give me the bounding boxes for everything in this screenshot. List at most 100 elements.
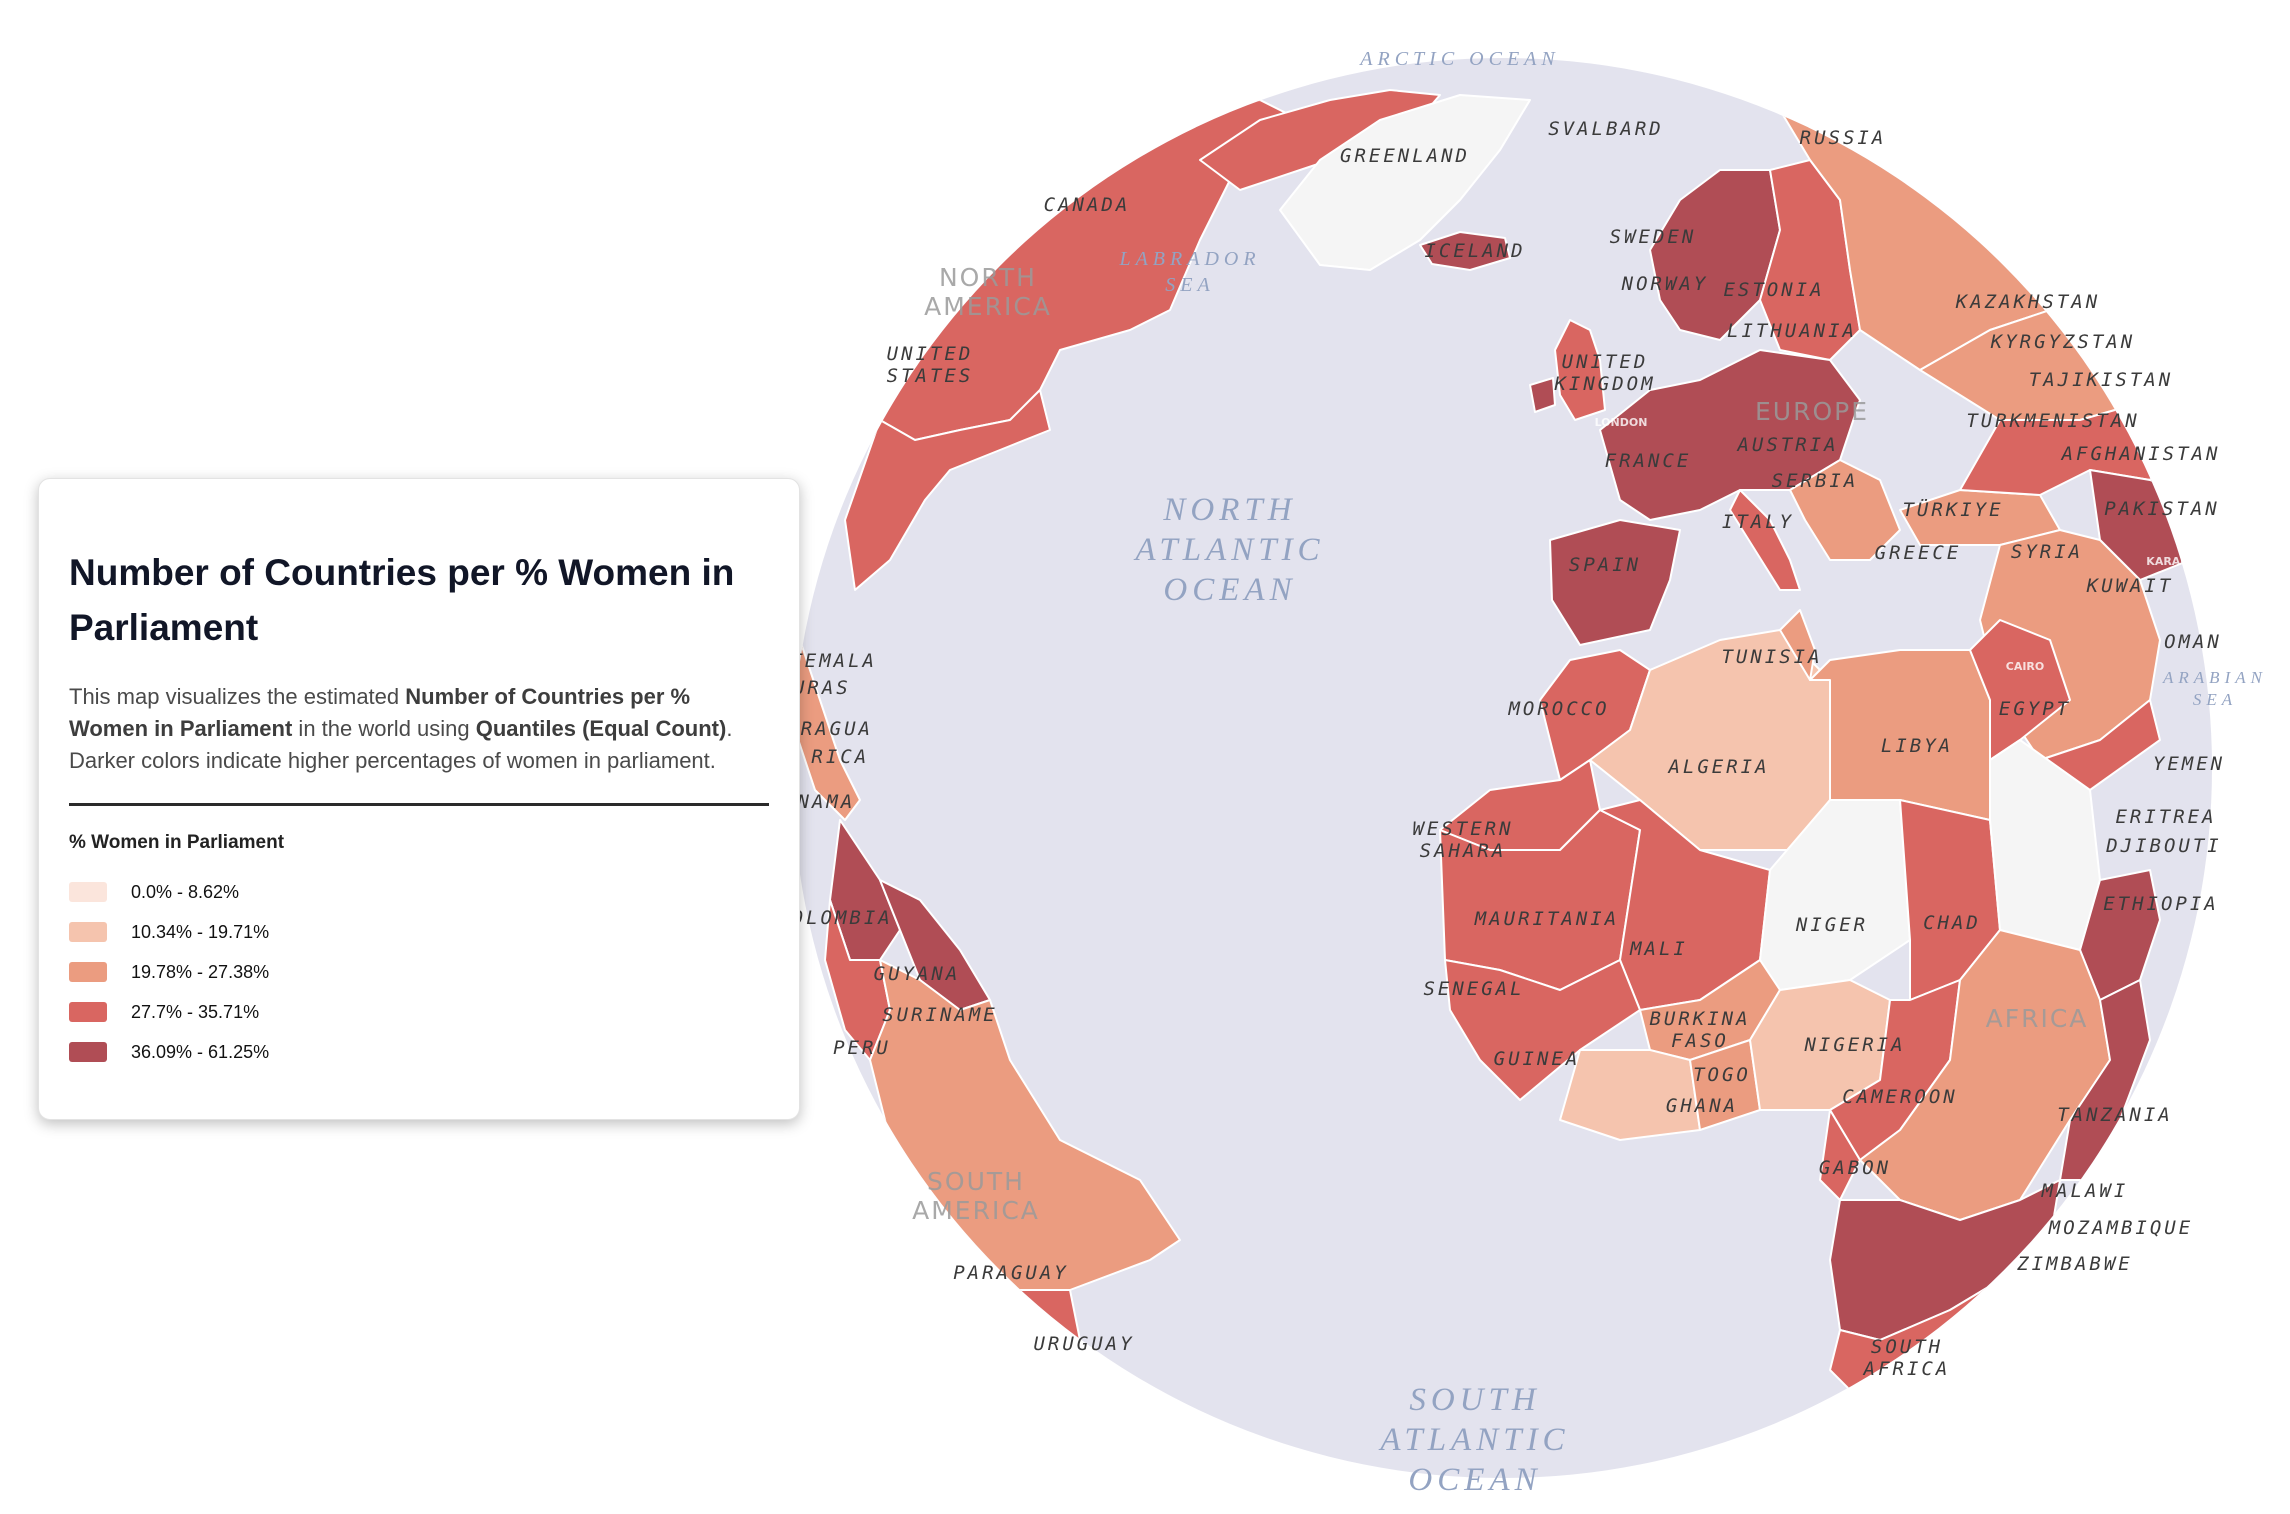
country-label-italy: ITALY — [1722, 511, 1794, 533]
country-united-kingdom[interactable] — [1554, 319, 1606, 421]
country-tunisia[interactable] — [1779, 609, 1816, 681]
country-egypt[interactable] — [1969, 619, 2071, 761]
country-label-turkmenistan: TURKMENISTAN — [1966, 410, 2139, 432]
country-label-paraguay: PARAGUAY — [953, 1262, 1069, 1284]
legend-item: 27.7% - 35.71% — [69, 992, 769, 1032]
country-label-afghanistan: AFGHANISTAN — [2061, 443, 2221, 465]
legend-swatch — [69, 962, 107, 982]
city-label-karachi: KARACHI — [2146, 555, 2201, 568]
country-label-chad: CHAD — [1923, 912, 1981, 934]
country-label-syria: SYRIA — [2011, 541, 2083, 563]
country-label-uruguay: URUGUAY — [1033, 1333, 1134, 1355]
country-label-algeria: ALGERIA — [1667, 756, 1769, 778]
country-label-serbia: SERBIA — [1772, 470, 1859, 492]
country-label-spain: SPAIN — [1569, 554, 1641, 576]
country-central-america[interactable] — [780, 639, 861, 821]
country-label-tunisia: TUNISIA — [1721, 646, 1822, 668]
country-label-tanzania: TANZANIA — [2057, 1104, 2173, 1126]
ocean-label-arctic-ocean: ARCTIC OCEAN — [1358, 48, 1559, 70]
country-label-djibouti: DJIBOUTI — [2105, 835, 2222, 857]
country-west-africa-coast[interactable] — [1444, 959, 1641, 1101]
legend-label: 27.7% - 35.71% — [131, 1001, 260, 1022]
legend-item: 19.78% - 27.38% — [69, 952, 769, 992]
city-label-cairo: CAIRO — [2006, 660, 2045, 673]
country-ireland[interactable] — [1529, 377, 1556, 413]
country-label-kazakhstan: KAZAKHSTAN — [1955, 291, 2100, 313]
country-label-france: FRANCE — [1605, 450, 1692, 472]
legend-label: 0.0% - 8.62% — [131, 881, 240, 902]
country-label-sweden: SWEDEN — [1610, 226, 1697, 248]
country-label-gabon: GABON — [1819, 1157, 1891, 1179]
country-balkans[interactable] — [1789, 459, 1901, 561]
country-label-austria: AUSTRIA — [1736, 434, 1838, 456]
country-label-kyrgyzstan: KYRGYZSTAN — [1990, 331, 2135, 353]
continent-label-north-america: NORTH AMERICA — [924, 263, 1052, 321]
country-label-peru: PERU — [833, 1037, 891, 1059]
ocean-label-south-atlantic-ocean: SOUTH ATLANTIC OCEAN — [1378, 1382, 1569, 1498]
country-label-senegal: SENEGAL — [1423, 978, 1524, 1000]
legend-list: 0.0% - 8.62% 10.34% - 19.71% 19.78% - 27.3… — [69, 872, 769, 1072]
ocean-label-arabian-sea: ARABIAN SEA — [2162, 668, 2267, 709]
country-label-yemen: YEMEN — [2153, 753, 2225, 775]
legend-swatch — [69, 882, 107, 902]
country-label-mozambique: MOZAMBIQUE — [2048, 1217, 2193, 1239]
country-label-canada: CANADA — [1044, 194, 1131, 216]
continent-label-europe: EUROPE — [1755, 397, 1869, 426]
country-label-libya: LIBYA — [1881, 735, 1953, 757]
desc-text-3: . Darker colors indicate higher percenta… — [69, 716, 733, 773]
country-label-togo: TOGO — [1693, 1064, 1751, 1086]
country-label-greenland: GREENLAND — [1340, 145, 1470, 167]
country-label-colombia: COLOMBIA — [777, 907, 893, 929]
country-italy[interactable] — [1729, 489, 1801, 591]
country-label-lithuania: LITHUANIA — [1727, 320, 1857, 342]
country-label-eritrea: ERITREA — [2115, 806, 2216, 828]
country-label-norway: NORWAY — [1621, 273, 1709, 295]
desc-bold-metric: Number of Countries per % Women in Parli… — [69, 684, 691, 741]
continent-label-south-america: SOUTH AMERICA — [912, 1167, 1040, 1225]
country-united-states[interactable] — [844, 389, 1051, 591]
country-label-ethiopia: ETHIOPIA — [2103, 893, 2219, 915]
country-label-svalbard: SVALBARD — [1548, 118, 1664, 140]
ocean-label-north-atlantic-ocean: NORTH ATLANTIC OCEAN — [1133, 492, 1324, 608]
desc-text-1: This map visualizes the estimated — [69, 684, 406, 709]
panel-description: This map visualizes the estimated Number… — [69, 681, 769, 777]
country-label-united-states: UNITED STATES — [887, 343, 974, 387]
country-label-oman: OMAN — [2164, 631, 2222, 653]
country-label-guyana: GUYANA — [874, 963, 961, 985]
country-label-tajikistan: TAJIKISTAN — [2029, 369, 2173, 391]
legend-swatch — [69, 1002, 107, 1022]
country-label-morocco: MOROCCO — [1507, 698, 1609, 720]
legend-item: 10.34% - 19.71% — [69, 912, 769, 952]
continent-label-africa: AFRICA — [1986, 1004, 2089, 1033]
country-label-burkina-faso: BURKINA FASO — [1649, 1008, 1750, 1052]
country-label-greece: GREECE — [1875, 542, 1962, 564]
country-label-ghana: GHANA — [1666, 1095, 1738, 1117]
legend-title: % Women in Parliament — [69, 832, 285, 853]
ocean-label-labrador-sea: LABRADOR SEA — [1118, 248, 1260, 296]
country-label-south-africa: SOUTH AFRICA — [1863, 1336, 1951, 1380]
country-label-western-sahara: WESTERN SAHARA — [1412, 818, 1513, 862]
country-label-kuwait: KUWAIT — [2086, 575, 2174, 597]
legend-label: 10.34% - 19.71% — [131, 921, 270, 942]
desc-text-2: in the world using — [292, 716, 476, 741]
legend-label: 36.09% - 61.25% — [131, 1041, 270, 1062]
country-label-niger: NIGER — [1795, 914, 1868, 936]
country-greenland[interactable] — [1279, 94, 1531, 271]
country-label-egypt: EGYPT — [1999, 698, 2071, 720]
country-label-estonia: ESTONIA — [1723, 279, 1824, 301]
country-iceland[interactable] — [1419, 231, 1511, 271]
country-label-nigeria: NIGERIA — [1803, 1034, 1905, 1056]
country-label-mauritania: MAURITANIA — [1474, 908, 1619, 930]
divider — [69, 803, 769, 806]
country-label-malawi: MALAWI — [2041, 1180, 2129, 1202]
legend-swatch — [69, 1042, 107, 1062]
country-label-russia: RUSSIA — [1800, 127, 1887, 149]
desc-bold-method: Quantiles (Equal Count) — [475, 716, 727, 741]
country-label-cameroon: CAMEROON — [1842, 1086, 1958, 1108]
panel-title: Number of Countries per % Women in Parli… — [69, 552, 735, 648]
country-label-guinea: GUINEA — [1494, 1048, 1581, 1070]
country-spain[interactable] — [1549, 519, 1681, 646]
legend-item: 0.0% - 8.62% — [69, 872, 769, 912]
country-label-united-kingdom: UNITED KINGDOM — [1553, 351, 1655, 395]
